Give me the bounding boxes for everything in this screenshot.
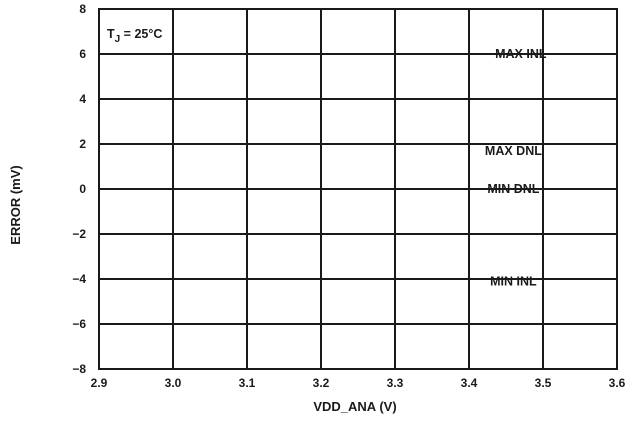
x-tick-label: 3.2 bbox=[313, 376, 330, 390]
annotation-rest: = 25°C bbox=[120, 27, 162, 41]
y-tick-label: 8 bbox=[79, 2, 86, 16]
temperature-annotation: TJ = 25°C bbox=[107, 27, 162, 45]
data-series bbox=[99, 53, 617, 280]
y-tick-labels: 8 6 4 2 0 −2 −4 −6 −8 bbox=[72, 2, 86, 376]
annotation-subscript: J bbox=[115, 34, 121, 45]
y-tick-label: 4 bbox=[79, 92, 86, 106]
series-label: MAX DNL bbox=[485, 144, 542, 158]
y-tick-label: −4 bbox=[72, 272, 86, 286]
y-tick-label: −8 bbox=[72, 362, 86, 376]
y-tick-label: 0 bbox=[79, 182, 86, 196]
x-tick-label: 3.5 bbox=[535, 376, 552, 390]
x-tick-label: 2.9 bbox=[91, 376, 108, 390]
y-tick-label: 2 bbox=[79, 137, 86, 151]
series-labels: MAX INL MAX DNL MIN DNL MIN INL bbox=[485, 47, 547, 288]
x-tick-label: 3.0 bbox=[165, 376, 182, 390]
x-axis-title: VDD_ANA (V) bbox=[313, 399, 396, 414]
series-label: MIN DNL bbox=[487, 182, 539, 196]
x-tick-label: 3.6 bbox=[609, 376, 626, 390]
x-tick-label: 3.1 bbox=[239, 376, 256, 390]
y-tick-label: 6 bbox=[79, 47, 86, 61]
x-tick-label: 3.4 bbox=[461, 376, 478, 390]
series-label: MIN INL bbox=[490, 274, 537, 288]
x-tick-label: 3.3 bbox=[387, 376, 404, 390]
plot-frame bbox=[98, 8, 618, 370]
y-tick-label: −6 bbox=[72, 317, 86, 331]
y-axis-title: ERROR (mV) bbox=[8, 165, 23, 244]
x-tick-labels: 2.9 3.0 3.1 3.2 3.3 3.4 3.5 3.6 bbox=[91, 376, 626, 390]
annotation-base: T bbox=[107, 27, 115, 41]
y-tick-label: −2 bbox=[72, 227, 86, 241]
series-label: MAX INL bbox=[495, 47, 547, 61]
